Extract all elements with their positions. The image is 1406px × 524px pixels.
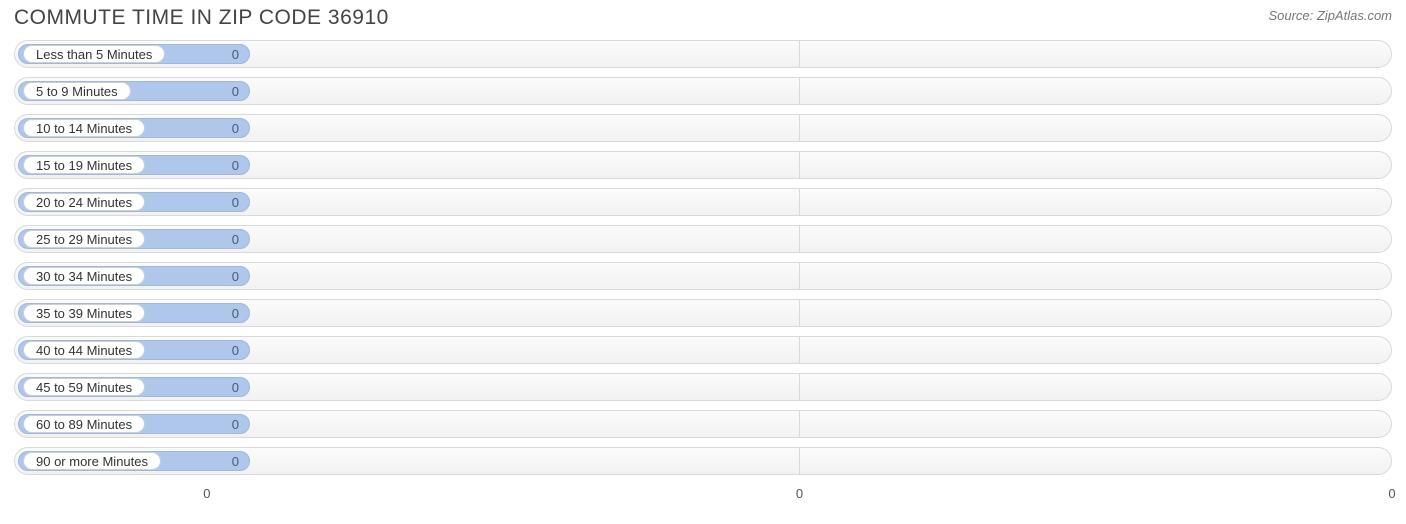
category-pill: 25 to 29 Minutes [23, 230, 145, 248]
gridline [799, 40, 800, 68]
gridline [799, 77, 800, 105]
chart-header: COMMUTE TIME IN ZIP CODE 36910 Source: Z… [0, 0, 1406, 40]
gridline [799, 447, 800, 475]
bar-value: 0 [232, 343, 239, 358]
category-pill: 10 to 14 Minutes [23, 119, 145, 137]
category-pill: 45 to 59 Minutes [23, 378, 145, 396]
category-pill: 40 to 44 Minutes [23, 341, 145, 359]
bar-track: 0 40 to 44 Minutes [14, 336, 1392, 364]
bar-value: 0 [232, 84, 239, 99]
chart-title: COMMUTE TIME IN ZIP CODE 36910 [14, 6, 389, 30]
gridline [799, 410, 800, 438]
gridline [799, 151, 800, 179]
bar-track: 0 30 to 34 Minutes [14, 262, 1392, 290]
bar-value: 0 [232, 269, 239, 284]
bar-value: 0 [232, 306, 239, 321]
category-pill: 30 to 34 Minutes [23, 267, 145, 285]
bar-value: 0 [232, 195, 239, 210]
bar-track: 0 5 to 9 Minutes [14, 77, 1392, 105]
bar-track: 0 90 or more Minutes [14, 447, 1392, 475]
gridline [799, 373, 800, 401]
gridline [799, 299, 800, 327]
bar-track: 0 15 to 19 Minutes [14, 151, 1392, 179]
category-pill: Less than 5 Minutes [23, 45, 165, 63]
x-axis: 0 0 0 [14, 484, 1392, 508]
category-pill: 5 to 9 Minutes [23, 82, 131, 100]
category-pill: 60 to 89 Minutes [23, 415, 145, 433]
chart-source: Source: ZipAtlas.com [1268, 6, 1392, 23]
category-pill: 35 to 39 Minutes [23, 304, 145, 322]
bar-value: 0 [232, 47, 239, 62]
chart-area: 0 Less than 5 Minutes 0 5 to 9 Minutes 0 10 t… [0, 40, 1406, 475]
gridline [799, 114, 800, 142]
x-tick-label: 0 [796, 486, 803, 501]
gridline [799, 262, 800, 290]
bar-value: 0 [232, 380, 239, 395]
bar-track: 0 25 to 29 Minutes [14, 225, 1392, 253]
bar-value: 0 [232, 454, 239, 469]
category-pill: 20 to 24 Minutes [23, 193, 145, 211]
category-pill: 90 or more Minutes [23, 452, 161, 470]
bar-value: 0 [232, 121, 239, 136]
gridline [799, 188, 800, 216]
x-tick-label: 0 [203, 486, 210, 501]
bar-track: 0 35 to 39 Minutes [14, 299, 1392, 327]
x-tick-label: 0 [1388, 486, 1395, 501]
bar-track: 0 20 to 24 Minutes [14, 188, 1392, 216]
bar-value: 0 [232, 232, 239, 247]
bar-value: 0 [232, 417, 239, 432]
bar-value: 0 [232, 158, 239, 173]
bar-track: 0 60 to 89 Minutes [14, 410, 1392, 438]
bar-track: 0 10 to 14 Minutes [14, 114, 1392, 142]
bar-track: 0 45 to 59 Minutes [14, 373, 1392, 401]
gridline [799, 336, 800, 364]
category-pill: 15 to 19 Minutes [23, 156, 145, 174]
gridline [799, 225, 800, 253]
bar-track: 0 Less than 5 Minutes [14, 40, 1392, 68]
